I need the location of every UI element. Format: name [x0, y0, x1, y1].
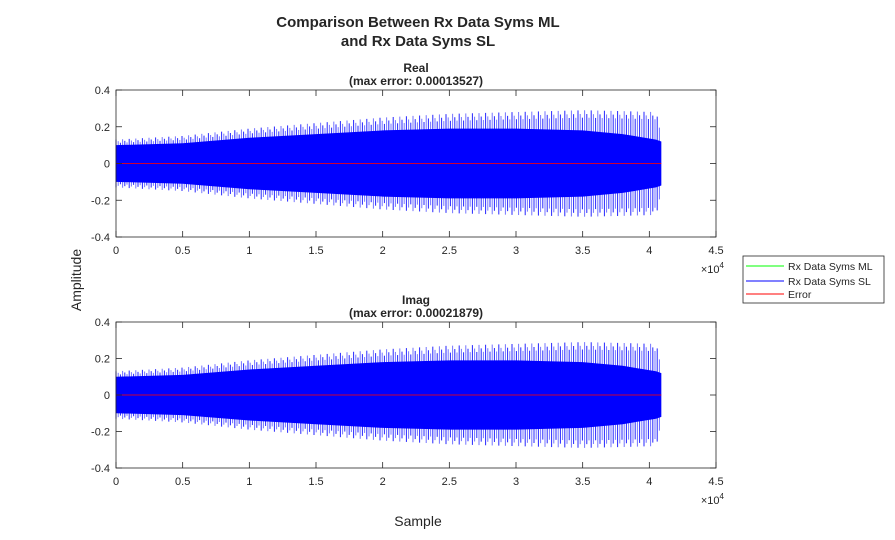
x-exponent-label: ×104 — [701, 492, 725, 507]
y-tick-label: 0.4 — [95, 317, 110, 329]
y-tick-label: 0.2 — [95, 354, 110, 366]
legend: Rx Data Syms ML Rx Data Syms SL Error — [742, 255, 885, 304]
x-exponent-label: ×104 — [701, 261, 725, 276]
legend-label-ml: Rx Data Syms ML — [788, 261, 873, 273]
x-tick-label: 2 — [380, 245, 386, 257]
y-tick-label: -0.4 — [91, 463, 110, 475]
x-tick-label: 0 — [113, 245, 119, 257]
x-tick-label: 0.5 — [175, 476, 190, 488]
y-tick-label: 0.2 — [95, 122, 110, 134]
x-tick-label: 0.5 — [175, 245, 190, 257]
subplot-subtitle: (max error: 0.00021879) — [349, 306, 483, 320]
x-tick-label: 4 — [646, 476, 652, 488]
x-tick-label: 3 — [513, 476, 519, 488]
x-tick-label: 3.5 — [575, 245, 590, 257]
subplot-real: 0 0.5 1 1.5 2 2.5 3 3.5 4 4.5 -0.4 -0.2 0 0.2 0.4 ×104 R… — [91, 61, 725, 276]
y-tick-label: 0 — [104, 159, 110, 171]
x-tick-label: 4.5 — [708, 476, 723, 488]
x-tick-label: 3.5 — [575, 476, 590, 488]
x-tick-label: 4 — [646, 245, 652, 257]
figure-title-line1: Comparison Between Rx Data Syms ML — [276, 14, 559, 31]
subplot-subtitle: (max error: 0.00013527) — [349, 74, 483, 88]
y-tick-label: -0.4 — [91, 232, 110, 244]
x-tick-label: 3 — [513, 245, 519, 257]
y-tick-label: -0.2 — [91, 195, 110, 207]
x-tick-label: 1.5 — [308, 245, 323, 257]
subplot-title: Real — [403, 61, 428, 75]
x-tick-label: 2.5 — [442, 476, 457, 488]
legend-label-error: Error — [788, 289, 812, 301]
x-tick-label: 1.5 — [308, 476, 323, 488]
y-tick-label: 0 — [104, 390, 110, 402]
y-axis-label: Amplitude — [68, 249, 84, 311]
figure-title-line2: and Rx Data Syms SL — [341, 33, 495, 50]
x-tick-label: 1 — [246, 476, 252, 488]
subplot-imag: 0 0.5 1 1.5 2 2.5 3 3.5 4 4.5 -0.4 -0.2 0 0.2 0.4 ×104 I… — [91, 293, 725, 507]
x-axis-label: Sample — [394, 513, 442, 529]
y-tick-label: 0.4 — [95, 85, 110, 97]
x-tick-label: 2 — [380, 476, 386, 488]
x-tick-label: 1 — [246, 245, 252, 257]
x-tick-label: 2.5 — [442, 245, 457, 257]
y-tick-label: -0.2 — [91, 427, 110, 439]
subplot-title: Imag — [402, 293, 430, 307]
legend-label-sl: Rx Data Syms SL — [788, 276, 871, 288]
x-tick-label: 4.5 — [708, 245, 723, 257]
x-tick-label: 0 — [113, 476, 119, 488]
